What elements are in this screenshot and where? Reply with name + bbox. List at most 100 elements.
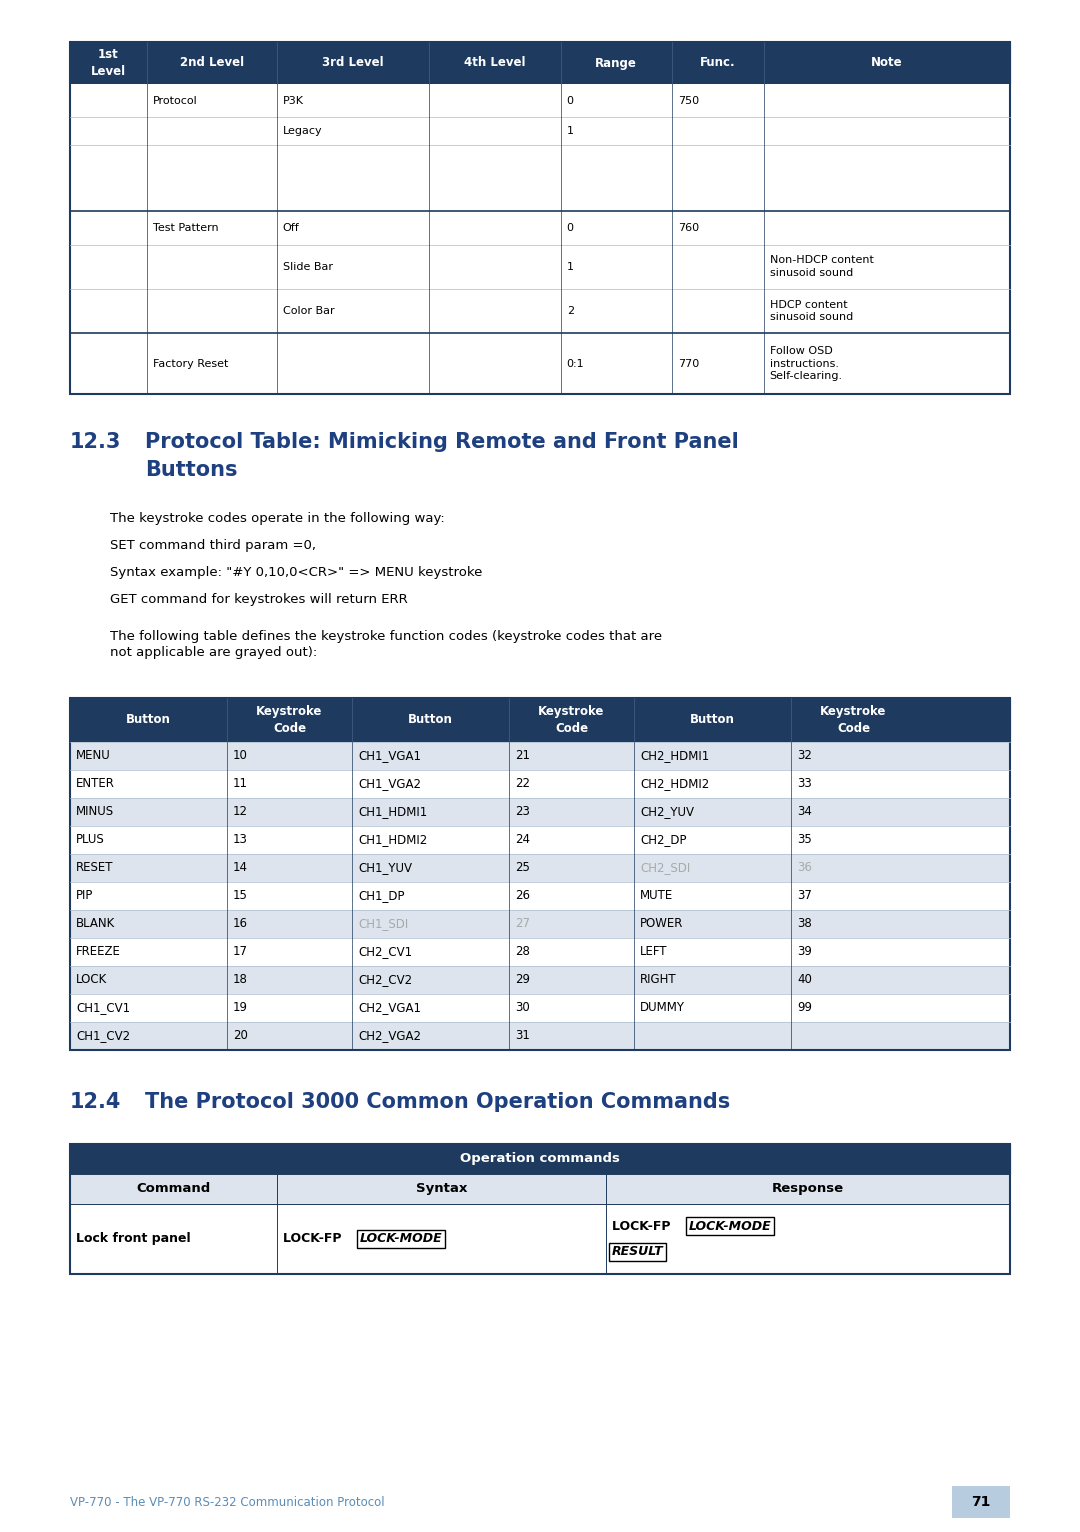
Text: CH2_CV1: CH2_CV1 [357,945,413,959]
Text: 40: 40 [797,973,812,987]
Text: LEFT: LEFT [640,945,667,959]
Text: 34: 34 [797,806,812,818]
Text: 0: 0 [567,95,573,106]
Text: 2nd Level: 2nd Level [180,57,244,69]
Text: SET command third param =0,: SET command third param =0, [110,539,316,552]
Text: Button: Button [690,714,734,726]
Bar [70,826,1010,853]
Text: 29: 29 [515,973,530,987]
Text: 14: 14 [233,861,248,875]
Text: 28: 28 [515,945,530,959]
Text: 39: 39 [797,945,812,959]
Text: 1st
Level: 1st Level [91,47,126,78]
Text: 1: 1 [567,262,573,271]
Text: VP-770 - The VP-770 RS-232 Communication Protocol: VP-770 - The VP-770 RS-232 Communication… [70,1495,384,1509]
Bar [70,699,1010,741]
Text: CH2_CV2: CH2_CV2 [357,973,413,987]
Text: Color Bar: Color Bar [283,306,335,316]
Text: CH1_YUV: CH1_YUV [357,861,411,875]
Text: 22: 22 [515,778,530,791]
Text: 0: 0 [567,224,573,233]
Bar [70,741,1010,771]
Text: Buttons: Buttons [145,460,238,480]
Text: P3K: P3K [283,95,303,106]
Text: Syntax: Syntax [416,1183,467,1195]
Text: Follow OSD
instructions.
Self-clearing.: Follow OSD instructions. Self-clearing. [770,346,842,381]
Text: 13: 13 [233,833,247,847]
Bar [70,211,1010,245]
Text: CH1_VGA1: CH1_VGA1 [357,749,421,763]
Text: 16: 16 [233,918,248,930]
Text: 37: 37 [797,890,812,902]
Text: HDCP content
sinusoid sound: HDCP content sinusoid sound [770,300,853,322]
Text: 4th Level: 4th Level [464,57,526,69]
Bar [70,290,1010,332]
Text: 71: 71 [971,1495,990,1509]
Text: The keystroke codes operate in the following way:: The keystroke codes operate in the follo… [110,512,445,525]
Text: CH1_CV1: CH1_CV1 [76,1002,130,1014]
Text: CH2_VGA1: CH2_VGA1 [357,1002,421,1014]
Text: 10: 10 [233,749,247,763]
Text: Factory Reset: Factory Reset [153,358,229,369]
Text: CH1_HDMI2: CH1_HDMI2 [357,833,428,847]
Text: 24: 24 [515,833,530,847]
Text: CH2_DP: CH2_DP [640,833,687,847]
Text: Operation commands: Operation commands [460,1152,620,1166]
Text: 33: 33 [797,778,812,791]
Text: 12.4: 12.4 [70,1092,121,1112]
Text: LOCK-FP: LOCK-FP [611,1219,675,1233]
Bar [70,967,1010,994]
Text: Off: Off [283,224,299,233]
Text: FREEZE: FREEZE [76,945,121,959]
Text: LOCK-FP: LOCK-FP [283,1233,346,1246]
Text: 11: 11 [233,778,248,791]
Text: CH1_HDMI1: CH1_HDMI1 [357,806,428,818]
Text: Button: Button [408,714,453,726]
Bar [70,118,1010,146]
Text: CH2_VGA2: CH2_VGA2 [357,1030,421,1042]
Text: RESULT: RESULT [611,1246,663,1258]
Text: RIGHT: RIGHT [640,973,677,987]
Bar [70,245,1010,290]
Text: 17: 17 [233,945,248,959]
Text: 12: 12 [233,806,248,818]
Text: Keystroke
Code: Keystroke Code [538,705,605,735]
Bar [70,84,1010,118]
Text: Slide Bar: Slide Bar [283,262,333,271]
Bar [70,1174,1010,1204]
Text: CH2_HDMI2: CH2_HDMI2 [640,778,710,791]
Text: 25: 25 [515,861,530,875]
Text: 31: 31 [515,1030,530,1042]
Text: 20: 20 [233,1030,247,1042]
Text: 3rd Level: 3rd Level [322,57,383,69]
Text: The following table defines the keystroke function codes (keystroke codes that a: The following table defines the keystrok… [110,630,662,659]
Text: Command: Command [136,1183,211,1195]
Text: 760: 760 [677,224,699,233]
Text: Note: Note [872,57,903,69]
Text: BLANK: BLANK [76,918,116,930]
Text: 12.3: 12.3 [70,432,121,452]
Text: Protocol: Protocol [153,95,198,106]
Text: 26: 26 [515,890,530,902]
Bar [70,41,1010,394]
Text: 21: 21 [515,749,530,763]
Bar [70,1144,1010,1174]
Text: Syntax example: "#Y 0,10,0<CR>" => MENU keystroke: Syntax example: "#Y 0,10,0<CR>" => MENU … [110,565,483,579]
Text: 19: 19 [233,1002,248,1014]
Text: 27: 27 [515,918,530,930]
Text: LOCK-MODE: LOCK-MODE [689,1219,771,1233]
Text: 15: 15 [233,890,247,902]
Text: Response: Response [772,1183,843,1195]
Text: Lock front panel: Lock front panel [76,1233,191,1246]
Text: PIP: PIP [76,890,93,902]
Text: Range: Range [595,57,637,69]
Text: CH2_YUV: CH2_YUV [640,806,694,818]
Text: 99: 99 [797,1002,812,1014]
Text: 770: 770 [677,358,699,369]
Text: 32: 32 [797,749,812,763]
Text: LOCK: LOCK [76,973,107,987]
Bar [70,1022,1010,1049]
Text: 750: 750 [677,95,699,106]
Bar [70,938,1010,967]
Bar [70,910,1010,938]
